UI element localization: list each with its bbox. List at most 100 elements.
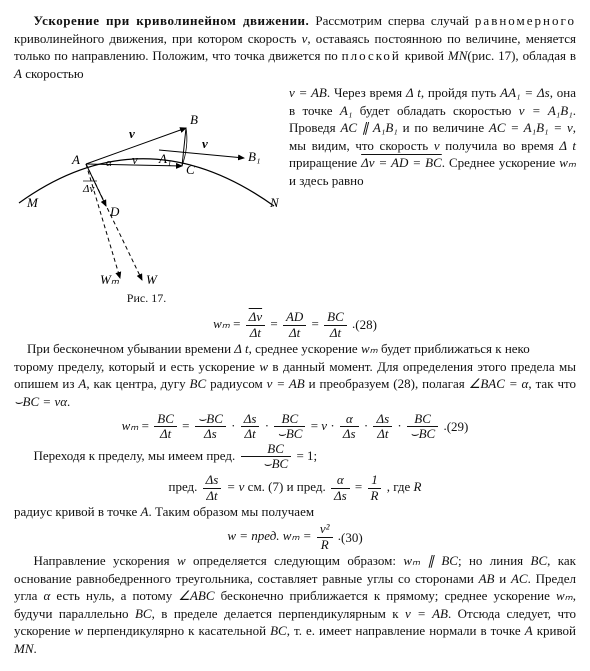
var: BC xyxy=(135,606,152,621)
var: BC xyxy=(270,623,287,638)
t: , пройдя путь xyxy=(421,85,500,100)
svg-text:D: D xyxy=(109,204,120,219)
t: , где xyxy=(387,479,414,494)
d: R xyxy=(317,538,333,552)
t: бесконечно приближается к прямому; средн… xyxy=(215,588,556,603)
t: Рассмотрим сперва случай xyxy=(315,13,475,28)
var: wₘ ∥ BC xyxy=(403,553,458,568)
eq-lhs: w = пред. wₘ = xyxy=(227,528,315,543)
var: ∠BAC = α xyxy=(469,376,529,391)
para-radius: радиус кривой в точке A. Таким образом м… xyxy=(14,503,576,521)
svg-text:C: C xyxy=(186,162,195,177)
t: и xyxy=(494,571,511,586)
var: v = AB xyxy=(267,376,305,391)
t: . Таким образом мы получаем xyxy=(148,504,314,519)
t: кривой xyxy=(401,48,448,63)
t: = 1; xyxy=(296,448,317,463)
var: w xyxy=(74,623,83,638)
var-a: A xyxy=(14,66,22,81)
n: BC xyxy=(324,310,347,325)
var: v = A₁B₁ xyxy=(519,103,573,118)
t: Переходя к пределу, мы имеем пред. xyxy=(34,448,239,463)
var-mn: MN xyxy=(448,48,468,63)
n: Δv xyxy=(246,310,265,325)
var: AC ∥ A₁B₁ xyxy=(340,120,397,135)
d: Δt xyxy=(324,326,347,340)
t: , среднее ускорение xyxy=(249,341,361,356)
eq-lhs: wₘ xyxy=(213,316,230,331)
t: равномерного xyxy=(475,13,576,28)
var: ⌣BC = vα xyxy=(14,394,67,409)
svg-text:B: B xyxy=(190,112,198,127)
svg-text:M: M xyxy=(26,195,39,210)
var: Δv = AD = BC xyxy=(361,155,442,170)
t: определяется следующим образом: xyxy=(186,553,404,568)
svg-text:B₁: B₁ xyxy=(248,149,260,164)
t: приращение xyxy=(289,155,361,170)
t: криволинейного движения, при котором ско… xyxy=(14,31,302,46)
para-direction: Направление ускорения w определяется сле… xyxy=(14,552,576,657)
d: Δt xyxy=(203,489,222,503)
t: см. (7) и пред. xyxy=(248,479,329,494)
eq-number: (29) xyxy=(447,418,469,436)
svg-text:A₁: A₁ xyxy=(158,151,171,166)
t: , как центра, дугу xyxy=(86,376,189,391)
t: плоской xyxy=(342,48,401,63)
t: . Среднее уско­рение xyxy=(442,155,559,170)
pred-line: пред. ΔsΔt = v см. (7) и пред. αΔs = 1R … xyxy=(14,473,576,503)
equation-29: wₘ = BCΔt = ⌣BCΔs · ΔsΔt · BC⌣BC = v · α… xyxy=(14,412,576,442)
var: w xyxy=(259,359,268,374)
t: скоростью xyxy=(22,66,84,81)
t: радиус кривой в точке xyxy=(14,504,141,519)
figure-svg: MNABA₁B₁CDWWₘvvvαΔv xyxy=(14,88,279,288)
t: перпендикулярно к касательной xyxy=(83,623,270,638)
svg-text:W: W xyxy=(146,272,158,287)
t: . xyxy=(34,641,37,656)
t: , т. е. имеет направление нормали в точк… xyxy=(287,623,525,638)
t: торому пределу, который и есть ускорение xyxy=(14,359,259,374)
t: пред. xyxy=(169,479,201,494)
t: и здесь равно xyxy=(289,173,364,188)
var: AC xyxy=(511,571,528,586)
equation-30: w = пред. wₘ = v²R . (30) xyxy=(14,522,576,552)
t: будет обладать скоростью xyxy=(352,103,518,118)
t: кривой xyxy=(533,623,576,638)
t: и преобразуем (28), полагая xyxy=(305,376,469,391)
var: A₁ xyxy=(340,103,352,118)
t: есть нуль, а потому xyxy=(50,588,178,603)
var: ∠ABC xyxy=(178,588,214,603)
eq-inline: v = AB xyxy=(289,85,327,100)
t: ; но линия xyxy=(458,553,531,568)
t: Направление ускорения xyxy=(34,553,177,568)
var: Δ t xyxy=(406,85,421,100)
t: . xyxy=(67,394,70,409)
var: Δ t xyxy=(234,341,248,356)
svg-text:α: α xyxy=(106,157,112,169)
svg-text:A: A xyxy=(71,152,80,167)
var: AC = A₁B₁ = v xyxy=(489,120,573,135)
d: Δt xyxy=(246,326,265,340)
under-fig-text: При бесконечном убывании времени Δ t, ср… xyxy=(14,340,576,358)
eq-number: (30) xyxy=(341,529,363,547)
svg-text:Wₘ: Wₘ xyxy=(100,272,120,287)
var: Δ t xyxy=(559,138,576,153)
t: = v xyxy=(227,479,245,494)
opening-paragraph: Ускорение при криволинейном движении. Ра… xyxy=(14,12,576,82)
var: AB xyxy=(479,571,495,586)
figure-17: MNABA₁B₁CDWWₘvvvαΔv Рис. 17. xyxy=(14,88,279,306)
para-limit: торому пределу, который и есть ускорение… xyxy=(14,358,576,411)
var: w xyxy=(177,553,186,568)
svg-text:v: v xyxy=(132,152,138,167)
t: и по величине xyxy=(398,120,489,135)
svg-text:N: N xyxy=(269,195,279,210)
n: 1 xyxy=(368,473,382,488)
para-pred1: Переходя к пределу, мы имеем пред. BC⌣BC… xyxy=(14,442,576,472)
eq-lhs: wₘ xyxy=(122,418,139,433)
n: α xyxy=(331,473,350,488)
t: полу­чила во время xyxy=(440,138,560,153)
eq-number: (28) xyxy=(355,316,377,334)
svg-text:v: v xyxy=(129,126,135,141)
svg-text:v: v xyxy=(202,136,208,151)
section-title: Ускорение при криволинейном движении. xyxy=(34,13,310,28)
d: Δt xyxy=(283,326,306,340)
